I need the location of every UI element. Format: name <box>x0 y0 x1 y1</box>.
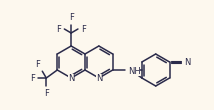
Text: N: N <box>96 73 102 82</box>
Text: F: F <box>44 89 49 98</box>
Text: F: F <box>30 73 35 82</box>
Text: F: F <box>69 13 74 22</box>
Text: NH: NH <box>128 67 140 75</box>
Text: F: F <box>56 25 61 34</box>
Text: F: F <box>81 25 86 34</box>
Text: N: N <box>68 73 74 82</box>
Text: N: N <box>184 58 191 67</box>
Text: F: F <box>35 60 40 69</box>
